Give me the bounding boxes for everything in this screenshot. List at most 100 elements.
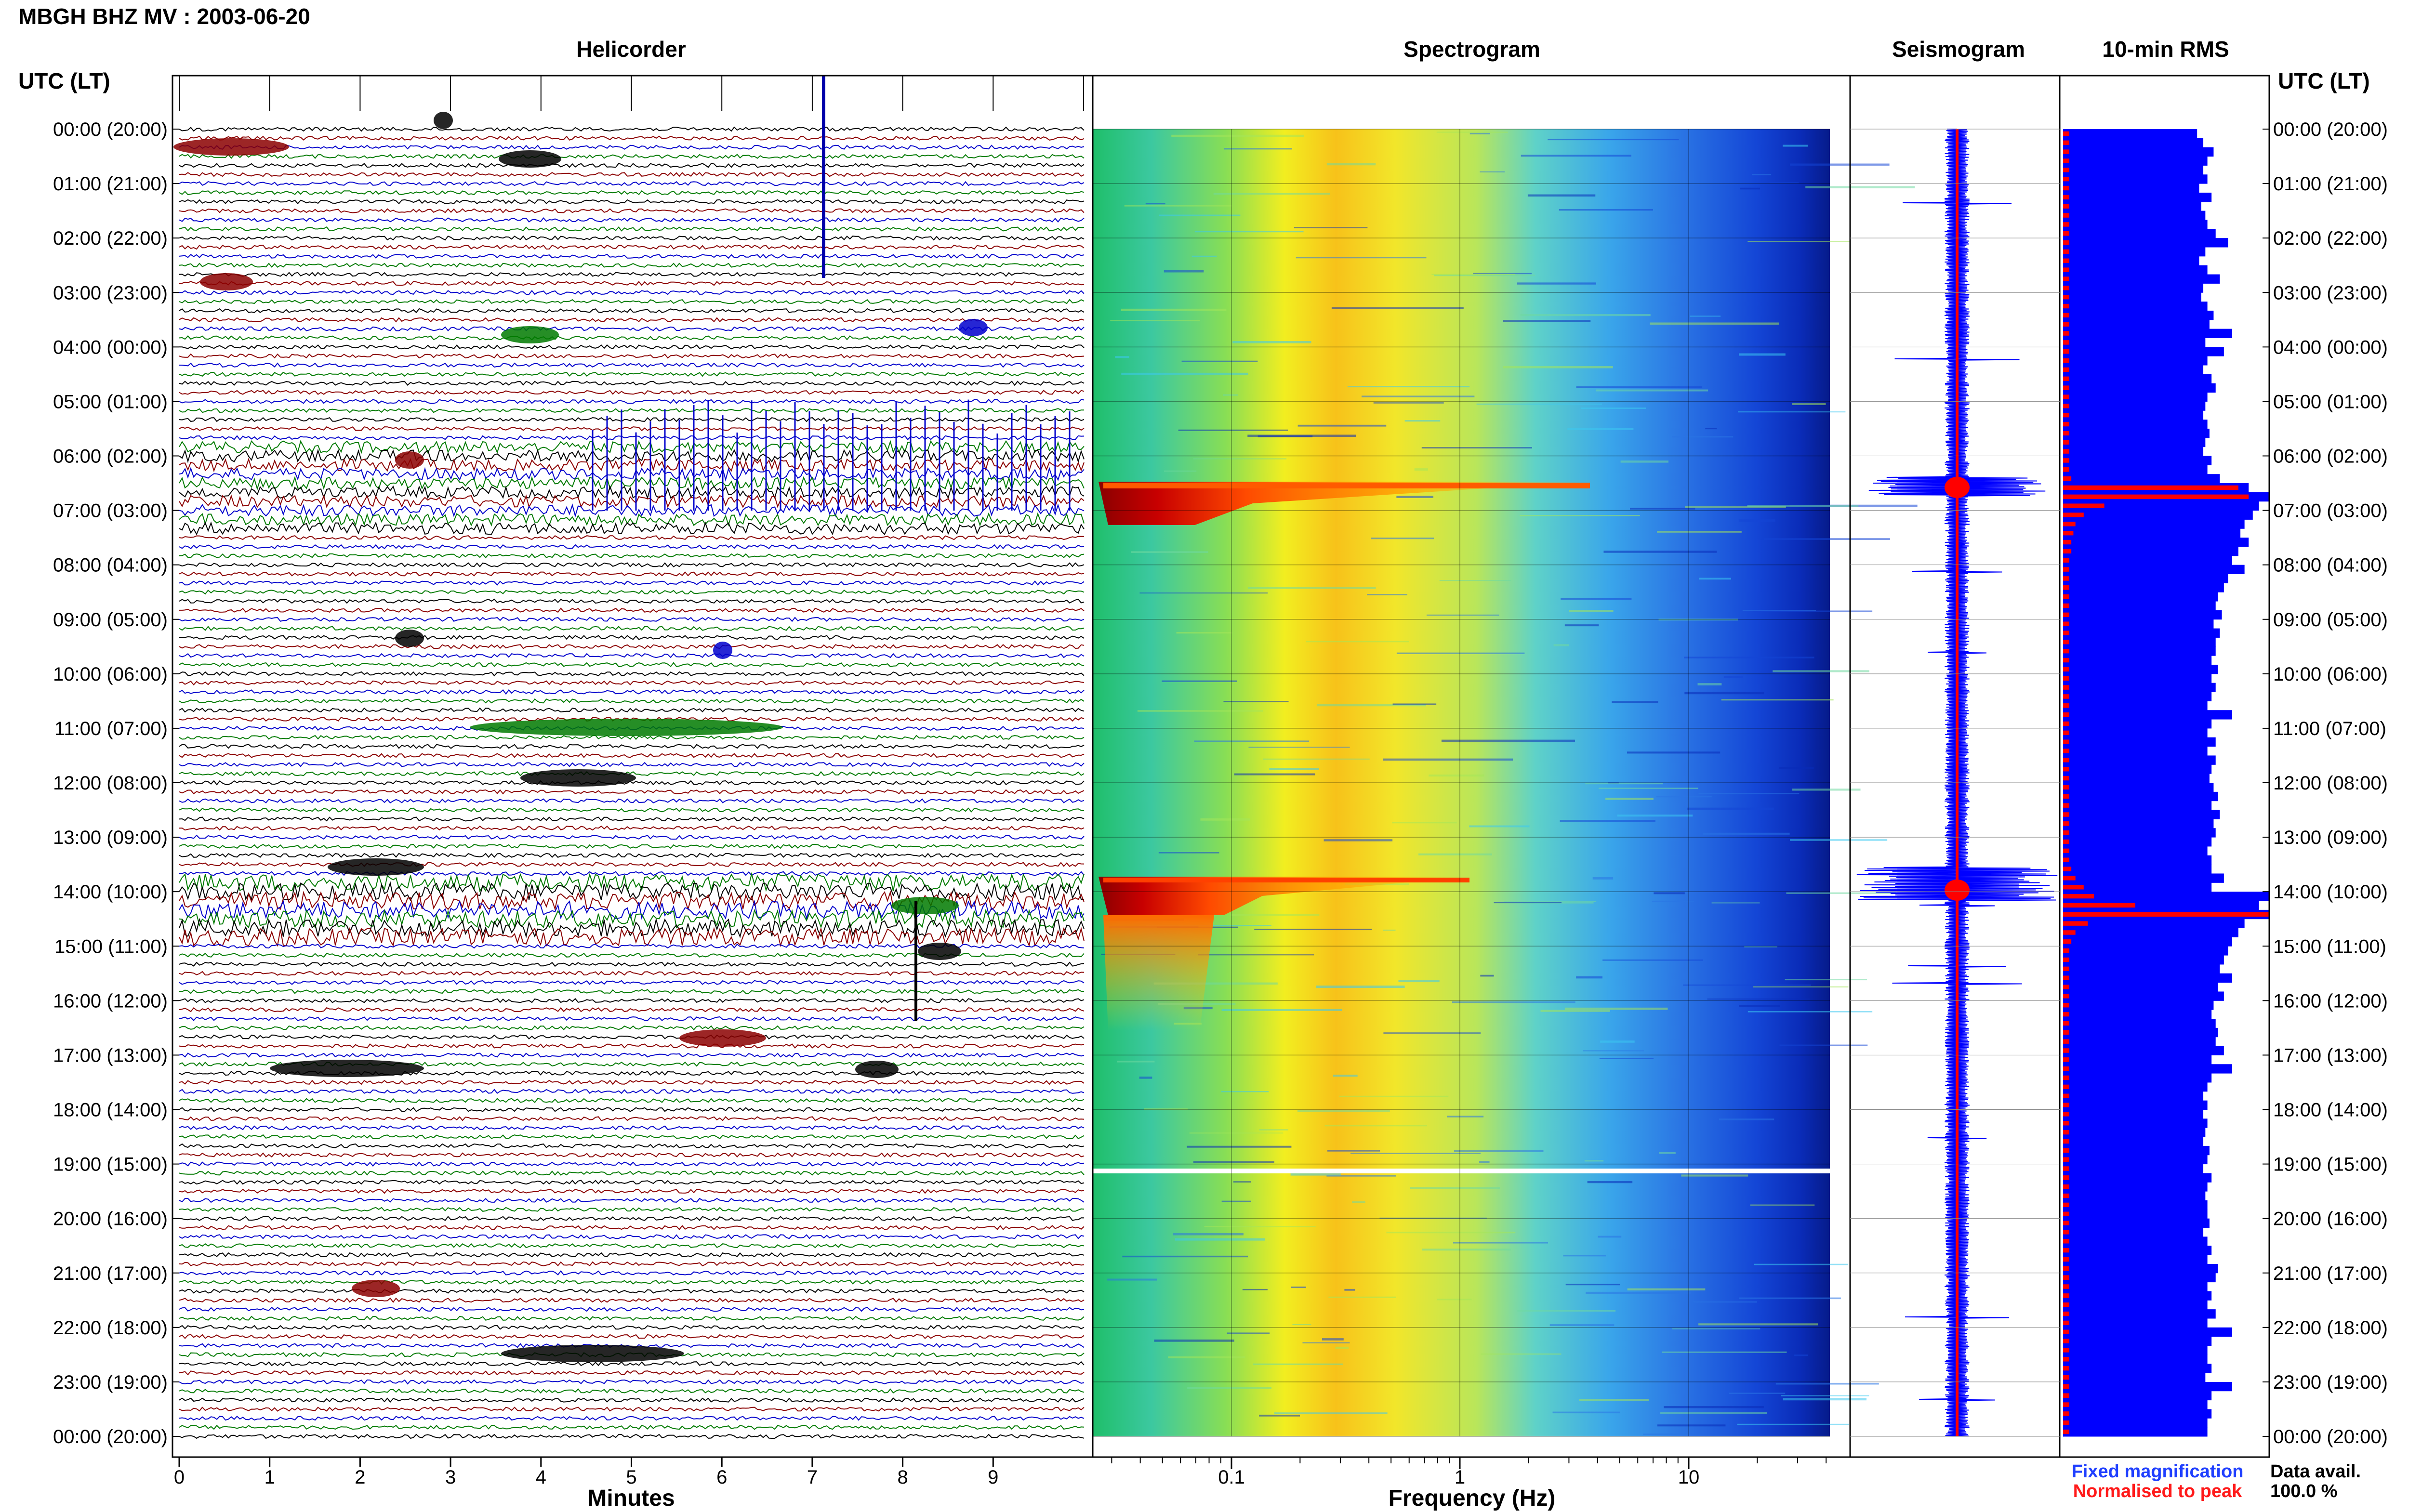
rms-bar-normalised [2063,848,2069,854]
helicorder-trace [179,589,1085,595]
seismogram-fixed-trace [1856,129,2058,1437]
helicorder-trace [179,1306,1085,1312]
spectrogram-streak [1189,1132,1284,1134]
helicorder-trace [179,1207,1085,1212]
spectrogram-streak [1739,1005,1780,1007]
helicorder-trace [179,1188,1085,1194]
spectrogram-streak [1567,428,1634,430]
x-tick-label: 3 [445,1467,456,1488]
spectrogram-streak [1429,774,1484,777]
rms-bar-normalised [2063,894,2094,899]
time-label: 22:00 (18:00) [2273,1317,2388,1339]
spectrogram-streak [1191,255,1217,257]
helicorder-trace [179,1161,1085,1167]
rms-bar-fixed [2063,247,2206,257]
rms-bar-fixed [2063,892,2269,901]
time-label: 01:00 (21:00) [53,173,168,195]
helicorder-trace [179,263,1085,268]
spectrogram-streak [1737,1423,1849,1425]
time-label: 14:00 (10:00) [2273,881,2388,903]
time-label: 16:00 (12:00) [53,990,168,1012]
spectrogram-streak [1721,699,1834,701]
spectrogram-streak [1248,747,1350,748]
helicorder-trace [179,289,1085,295]
helicorder-trace [179,698,1085,704]
data-availability-value: 100.0 % [2270,1481,2337,1501]
rms-bar-normalised [2063,930,2076,935]
rms-bar-fixed [2063,265,2208,275]
rms-bar-fixed [2063,774,2210,783]
spectrogram-noise-lines [1101,131,1918,1435]
rms-bar-fixed [2063,1282,2208,1291]
rms-bar-fixed [2063,1200,2208,1210]
spectrogram-streak [1117,1061,1155,1063]
helicorder-title: Helicorder [576,37,686,62]
time-label: 20:00 (16:00) [2273,1209,2388,1230]
spectrogram-streak [1322,1338,1344,1341]
spectrogram-streak [1367,593,1407,595]
helicorder-trace [179,607,1085,613]
helicorder-trace [179,871,1085,876]
time-label: 15:00 (11:00) [54,936,168,957]
spectrogram-x-label: Frequency (Hz) [1389,1486,1556,1511]
rms-bar-fixed [2063,1182,2208,1192]
spectrogram-streak [1115,356,1129,358]
spectrogram-x-axis: 0.1 1 10 [1111,1457,1827,1488]
rms-bar-normalised [2063,1139,2069,1144]
spectrogram-streak [1608,782,1619,784]
rms-bar-fixed [2063,1209,2208,1219]
rms-bar-normalised [2063,1302,2069,1307]
rms-bar-normalised [2063,585,2069,590]
helicorder-event [395,451,424,469]
time-label: 11:00 (07:00) [54,718,168,739]
rms-bar-normalised [2063,794,2069,799]
rms-bar-normalised [2063,957,2069,962]
spectrogram-streak [1223,701,1289,702]
time-label: 12:00 (08:00) [53,773,168,794]
rms-bar-normalised [2063,1121,2069,1126]
rms-bar-normalised [2063,1357,2069,1362]
helicorder-trace [179,181,1085,186]
helicorder-trace [179,653,1085,658]
rms-bar-normalised [2063,331,2069,336]
rms-bar-normalised [2063,885,2084,890]
rms-bar-fixed [2063,664,2218,674]
rms-bar-normalised [2063,358,2069,363]
rms-bar-fixed [2063,256,2199,266]
spectrogram-streak [1110,320,1200,321]
spectrogram-streak [1292,1324,1311,1326]
helicorder-trace [179,448,1085,463]
helicorder-trace [179,398,1085,404]
helicorder-trace [179,253,1085,259]
rms-bar-fixed [2063,456,2212,465]
rms-bar-normalised [2063,1184,2069,1189]
rms-bar-fixed [2063,519,2245,529]
rms-bar-normalised [2063,1320,2069,1326]
rms-bar-normalised [2063,921,2088,926]
helicorder-trace [179,798,1085,803]
helicorder-event [713,642,732,659]
rms-bar-fixed [2063,882,2212,892]
spectrogram-streak [1552,1411,1620,1414]
rms-bar-fixed [2063,810,2220,819]
helicorder-trace [179,816,1085,822]
helicorder-trace [179,862,1085,867]
rms-bar-normalised [2063,1230,2069,1235]
helicorder-event [959,319,988,336]
helicorder-trace [179,1116,1085,1121]
rms-bar-fixed [2063,338,2206,347]
rms-bar-normalised [2063,421,2069,427]
rms-bar-fixed [2063,701,2208,710]
helicorder-trace [179,927,1085,947]
rms-bar-fixed [2063,437,2206,447]
helicorder-trace [179,1334,1085,1340]
helicorder-trace [179,426,1085,432]
helicorder-trace [179,171,1085,177]
spectrogram-streak [1327,1150,1380,1152]
spectrogram-streak [1576,976,1602,979]
rms-bar-fixed [2063,1118,2208,1128]
rms-bar-fixed [2063,229,2216,238]
rms-title: 10-min RMS [2102,37,2229,62]
rms-bar-fixed [2063,764,2212,774]
spectrogram-panel [1093,129,1918,1437]
